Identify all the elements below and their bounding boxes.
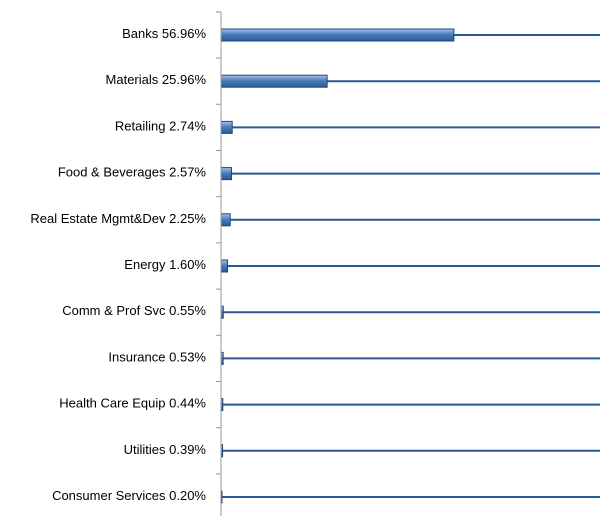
category-label: Consumer Services 0.20% bbox=[52, 488, 206, 503]
bar bbox=[220, 167, 233, 181]
category-label: Insurance 0.53% bbox=[108, 350, 206, 365]
category-name: Utilities bbox=[124, 442, 166, 457]
category-name: Retailing bbox=[115, 119, 166, 134]
category-name: Materials bbox=[106, 73, 159, 88]
value-label: 0.55% bbox=[169, 304, 206, 319]
category-label: Retailing 2.74% bbox=[115, 119, 207, 134]
value-label: 2.74% bbox=[169, 119, 206, 134]
value-label: 0.39% bbox=[169, 442, 206, 457]
category-name: Insurance bbox=[108, 350, 165, 365]
category-label: Energy 1.60% bbox=[124, 257, 206, 272]
value-label: 25.96% bbox=[162, 73, 207, 88]
bar bbox=[220, 213, 231, 227]
category-label: Real Estate Mgmt&Dev 2.25% bbox=[30, 211, 206, 226]
bar bbox=[220, 74, 328, 88]
category-label: Banks 56.96% bbox=[122, 26, 206, 41]
value-label: 56.96% bbox=[162, 26, 207, 41]
category-name: Energy bbox=[124, 257, 166, 272]
category-label: Materials 25.96% bbox=[106, 73, 207, 88]
category-label: Comm & Prof Svc 0.55% bbox=[62, 304, 206, 319]
value-label: 0.20% bbox=[169, 488, 206, 503]
category-name: Consumer Services bbox=[52, 488, 166, 503]
bar bbox=[220, 28, 455, 42]
category-label: Health Care Equip 0.44% bbox=[59, 396, 206, 411]
value-label: 2.25% bbox=[169, 211, 206, 226]
category-name: Health Care Equip bbox=[59, 396, 165, 411]
value-label: 2.57% bbox=[169, 165, 206, 180]
value-label: 0.53% bbox=[169, 350, 206, 365]
bar bbox=[220, 120, 233, 134]
category-name: Real Estate Mgmt&Dev bbox=[30, 211, 166, 226]
value-label: 1.60% bbox=[169, 257, 206, 272]
category-name: Food & Beverages bbox=[58, 165, 166, 180]
category-label: Food & Beverages 2.57% bbox=[58, 165, 207, 180]
category-name: Comm & Prof Svc bbox=[62, 304, 166, 319]
value-label: 0.44% bbox=[169, 396, 206, 411]
category-label: Utilities 0.39% bbox=[124, 442, 207, 457]
bar bbox=[220, 259, 229, 273]
category-name: Banks bbox=[122, 26, 159, 41]
